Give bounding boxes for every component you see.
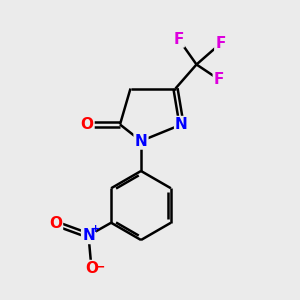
Text: N: N <box>135 134 147 148</box>
Text: O: O <box>80 117 94 132</box>
Text: −: − <box>95 260 105 274</box>
Text: F: F <box>214 72 224 87</box>
Text: O: O <box>85 261 98 276</box>
Text: +: + <box>91 224 100 234</box>
Text: F: F <box>173 32 184 46</box>
Text: O: O <box>49 216 62 231</box>
Text: F: F <box>215 36 226 51</box>
Text: N: N <box>175 117 188 132</box>
Text: N: N <box>82 228 95 243</box>
